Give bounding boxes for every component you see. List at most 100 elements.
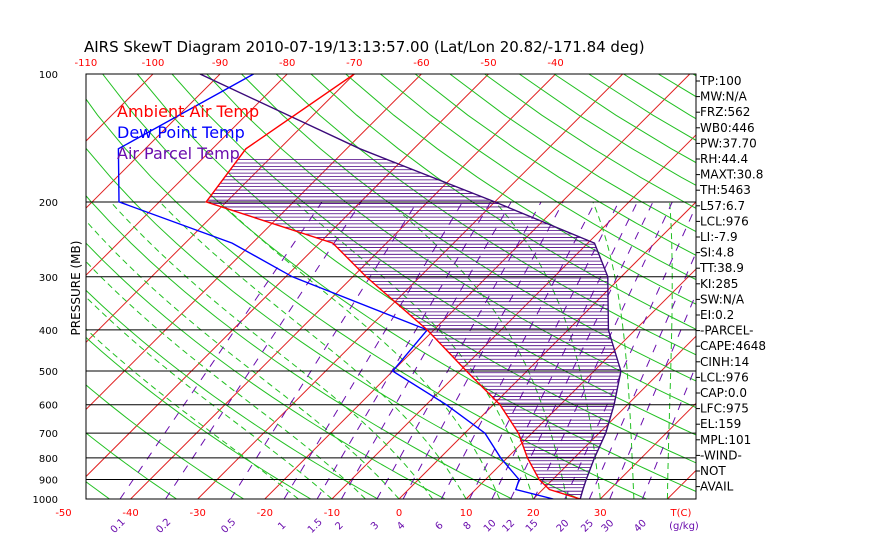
isotherm-line	[465, 268, 696, 499]
dew-point-line	[117, 74, 554, 499]
y-axis-label: PRESSURE (MB)	[69, 241, 83, 336]
moist-adiabat-line	[86, 220, 400, 499]
moist-adiabat-line	[219, 201, 501, 499]
index-label: SW:N/A	[700, 292, 745, 306]
pressure-tick-label: 100	[39, 70, 58, 81]
parcel-temp-line	[199, 74, 622, 499]
index-label: LCL:976	[700, 370, 749, 384]
bottom-unit-label: T(C)	[670, 508, 692, 519]
mixing-ratio-line	[230, 201, 418, 499]
dry-adiabat-line	[86, 336, 312, 499]
top-temp-tick-label: -90	[212, 58, 228, 69]
dry-adiabat-line	[449, 74, 696, 233]
top-temp-tick-label: -40	[547, 58, 563, 69]
dry-adiabat-line	[136, 74, 696, 464]
mixing-ratio-tick-label: 15	[524, 518, 541, 535]
isotherm-line	[86, 74, 288, 276]
bottom-temp-tick-label: 20	[527, 508, 540, 519]
top-temp-tick-label: -80	[279, 58, 295, 69]
bottom-temp-tick-label: -10	[324, 508, 340, 519]
index-label: LCL:976	[700, 214, 749, 228]
bottom-temp-tick-label: 0	[396, 508, 402, 519]
index-label: CAP:0.0	[700, 386, 747, 400]
index-label: SI:4.8	[700, 246, 734, 260]
mixing-ratio-tick-label: 30	[600, 518, 617, 535]
mixing-ratio-line	[376, 201, 542, 499]
index-label: EL:159	[700, 417, 741, 431]
pressure-tick-label: 500	[39, 367, 58, 378]
series-lines	[117, 74, 622, 499]
mixing-ratio-tick-label: 2	[334, 520, 346, 532]
pressure-tick-label: 1000	[33, 495, 58, 506]
top-temp-tick-label: -60	[413, 58, 429, 69]
index-label: FRZ:562	[700, 105, 750, 119]
pressure-tick-label: 900	[39, 476, 58, 487]
pressure-tick-label: 300	[39, 273, 58, 284]
cape-hatch	[207, 159, 621, 495]
index-label: MAXT:30.8	[700, 168, 763, 182]
moist-adiabat-line	[592, 201, 635, 499]
index-label: -PARCEL-	[700, 324, 754, 338]
dry-adiabat-line	[380, 74, 696, 281]
isotherm-line	[197, 74, 624, 499]
moist-adiabat-line	[86, 328, 299, 499]
ambient-temp-line	[205, 74, 581, 499]
grid-lines	[0, 74, 696, 499]
bottom-temp-tick-label: 30	[594, 508, 607, 519]
dry-adiabat-line	[414, 74, 696, 256]
mixing-ratio-line	[119, 201, 323, 499]
mixing-ratio-line	[641, 364, 696, 499]
mixing-ratio-tick-label: 6	[433, 520, 445, 532]
index-label: MW:N/A	[700, 90, 748, 104]
dry-adiabat-line	[171, 74, 696, 436]
plot-frame	[85, 73, 697, 500]
dry-adiabat-line	[86, 242, 446, 499]
mixing-ratio-line	[283, 201, 463, 499]
isotherm-line	[0, 74, 19, 499]
dry-adiabat-line	[86, 147, 580, 499]
mixing-ratio-tick-label: 0.1	[109, 517, 128, 536]
legend-entry: Ambient Air Temp	[117, 102, 259, 121]
index-label: L57:6.7	[700, 199, 745, 213]
dry-adiabat-line	[658, 74, 696, 98]
legend: Ambient Air Temp Dew Point Temp Air Parcel…	[117, 102, 259, 163]
mixing-ratio-line	[588, 251, 696, 499]
mixing-ratio-line	[533, 201, 673, 499]
index-label: LFC:975	[700, 402, 749, 416]
mixing-ratio-tick-label: 25	[579, 518, 596, 535]
index-label: PW:37.70	[700, 136, 757, 150]
mixing-ratio-line	[165, 201, 362, 499]
moist-adiabat-line	[159, 201, 467, 499]
isotherm-line	[86, 74, 221, 209]
isotherm-line	[667, 469, 696, 499]
dry-adiabat-line	[86, 432, 177, 499]
dry-adiabat-line	[86, 384, 244, 499]
dry-adiabat-line	[484, 74, 696, 209]
mixing-unit-label: (g/kg)	[669, 521, 699, 532]
index-label: MPL:101	[700, 433, 751, 447]
bottom-temp-tick-label: 10	[460, 508, 473, 519]
mixing-ratio-tick-label: 1.5	[306, 517, 325, 536]
index-label: EI:0.2	[700, 308, 734, 322]
isotherm-line	[532, 335, 696, 499]
dry-adiabat-line	[519, 74, 696, 186]
moist-adiabat-line	[86, 260, 366, 499]
index-label: CAPE:4648	[700, 339, 766, 353]
dry-adiabat-line	[86, 98, 647, 499]
dry-adiabat-line	[241, 74, 696, 382]
bottom-temp-tick-label: -30	[190, 508, 206, 519]
isotherm-line	[331, 134, 696, 499]
top-temp-tick-label: -70	[346, 58, 362, 69]
mixing-ratio-line	[491, 201, 638, 499]
dry-adiabat-line	[310, 74, 696, 330]
mixing-ratio-tick-label: 10	[482, 518, 499, 535]
bottom-temp-tick-label: -40	[122, 508, 138, 519]
pressure-tick-label: 400	[39, 326, 58, 337]
mixing-ratio-line	[510, 201, 654, 499]
top-temp-tick-label: -100	[142, 58, 165, 69]
index-label: LI:-7.9	[700, 230, 738, 244]
pressure-tick-label: 600	[39, 401, 58, 412]
pressure-tick-label: 200	[39, 198, 58, 209]
mixing-ratio-tick-label: 0.2	[154, 517, 173, 536]
